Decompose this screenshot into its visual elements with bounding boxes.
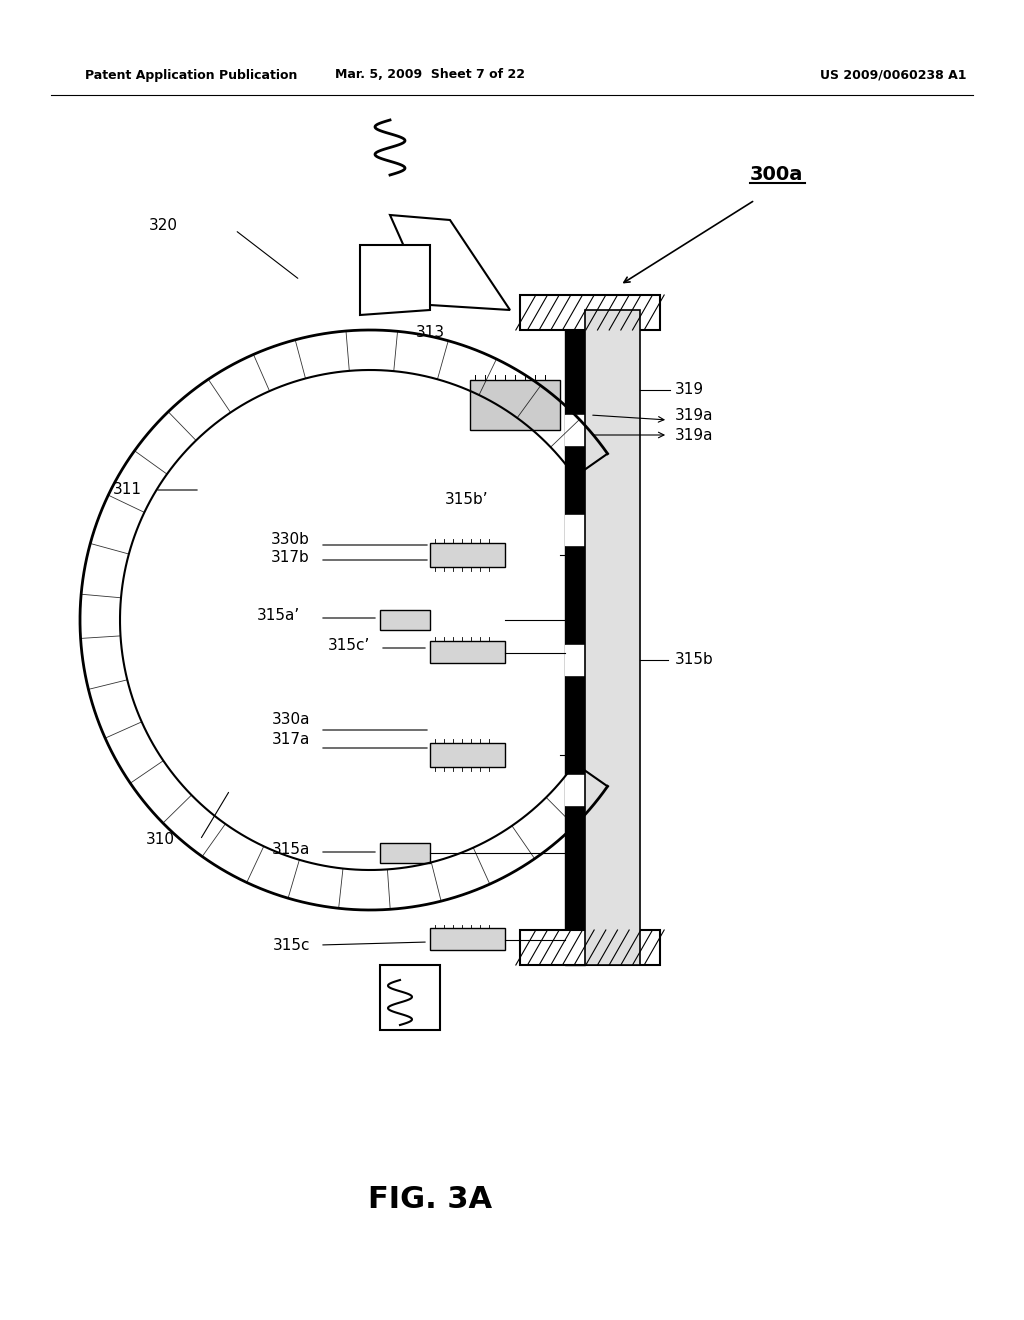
Bar xyxy=(520,931,660,965)
Bar xyxy=(380,843,430,863)
Text: 310: 310 xyxy=(146,833,175,847)
Text: 315b: 315b xyxy=(675,652,714,668)
Text: 315b’: 315b’ xyxy=(445,492,488,507)
Text: US 2009/0060238 A1: US 2009/0060238 A1 xyxy=(820,69,967,82)
Text: 317b: 317b xyxy=(271,550,310,565)
Bar xyxy=(430,543,505,568)
Text: 330a: 330a xyxy=(271,713,310,727)
Text: 315a: 315a xyxy=(271,842,310,858)
Text: 311: 311 xyxy=(113,483,142,498)
Text: 330b: 330b xyxy=(271,532,310,548)
Bar xyxy=(430,928,505,950)
Text: FIG. 3A: FIG. 3A xyxy=(368,1185,493,1214)
Polygon shape xyxy=(360,246,430,315)
Bar xyxy=(470,380,560,430)
Bar xyxy=(430,642,505,663)
Bar xyxy=(380,610,430,630)
Text: 315c: 315c xyxy=(272,937,310,953)
Polygon shape xyxy=(390,215,510,310)
Text: 320: 320 xyxy=(150,218,178,232)
Text: 319: 319 xyxy=(675,383,705,397)
Bar xyxy=(520,294,660,330)
Text: 313: 313 xyxy=(416,325,444,341)
Text: 315c’: 315c’ xyxy=(328,638,370,652)
Polygon shape xyxy=(380,965,440,1030)
Text: 315a’: 315a’ xyxy=(257,607,300,623)
Text: 319a: 319a xyxy=(675,428,714,442)
Text: 317a: 317a xyxy=(271,733,310,747)
Text: 319a: 319a xyxy=(675,408,714,422)
Text: 300a: 300a xyxy=(750,165,804,185)
Bar xyxy=(585,310,640,965)
Text: Patent Application Publication: Patent Application Publication xyxy=(85,69,297,82)
Text: Mar. 5, 2009  Sheet 7 of 22: Mar. 5, 2009 Sheet 7 of 22 xyxy=(335,69,525,82)
Bar xyxy=(430,743,505,767)
